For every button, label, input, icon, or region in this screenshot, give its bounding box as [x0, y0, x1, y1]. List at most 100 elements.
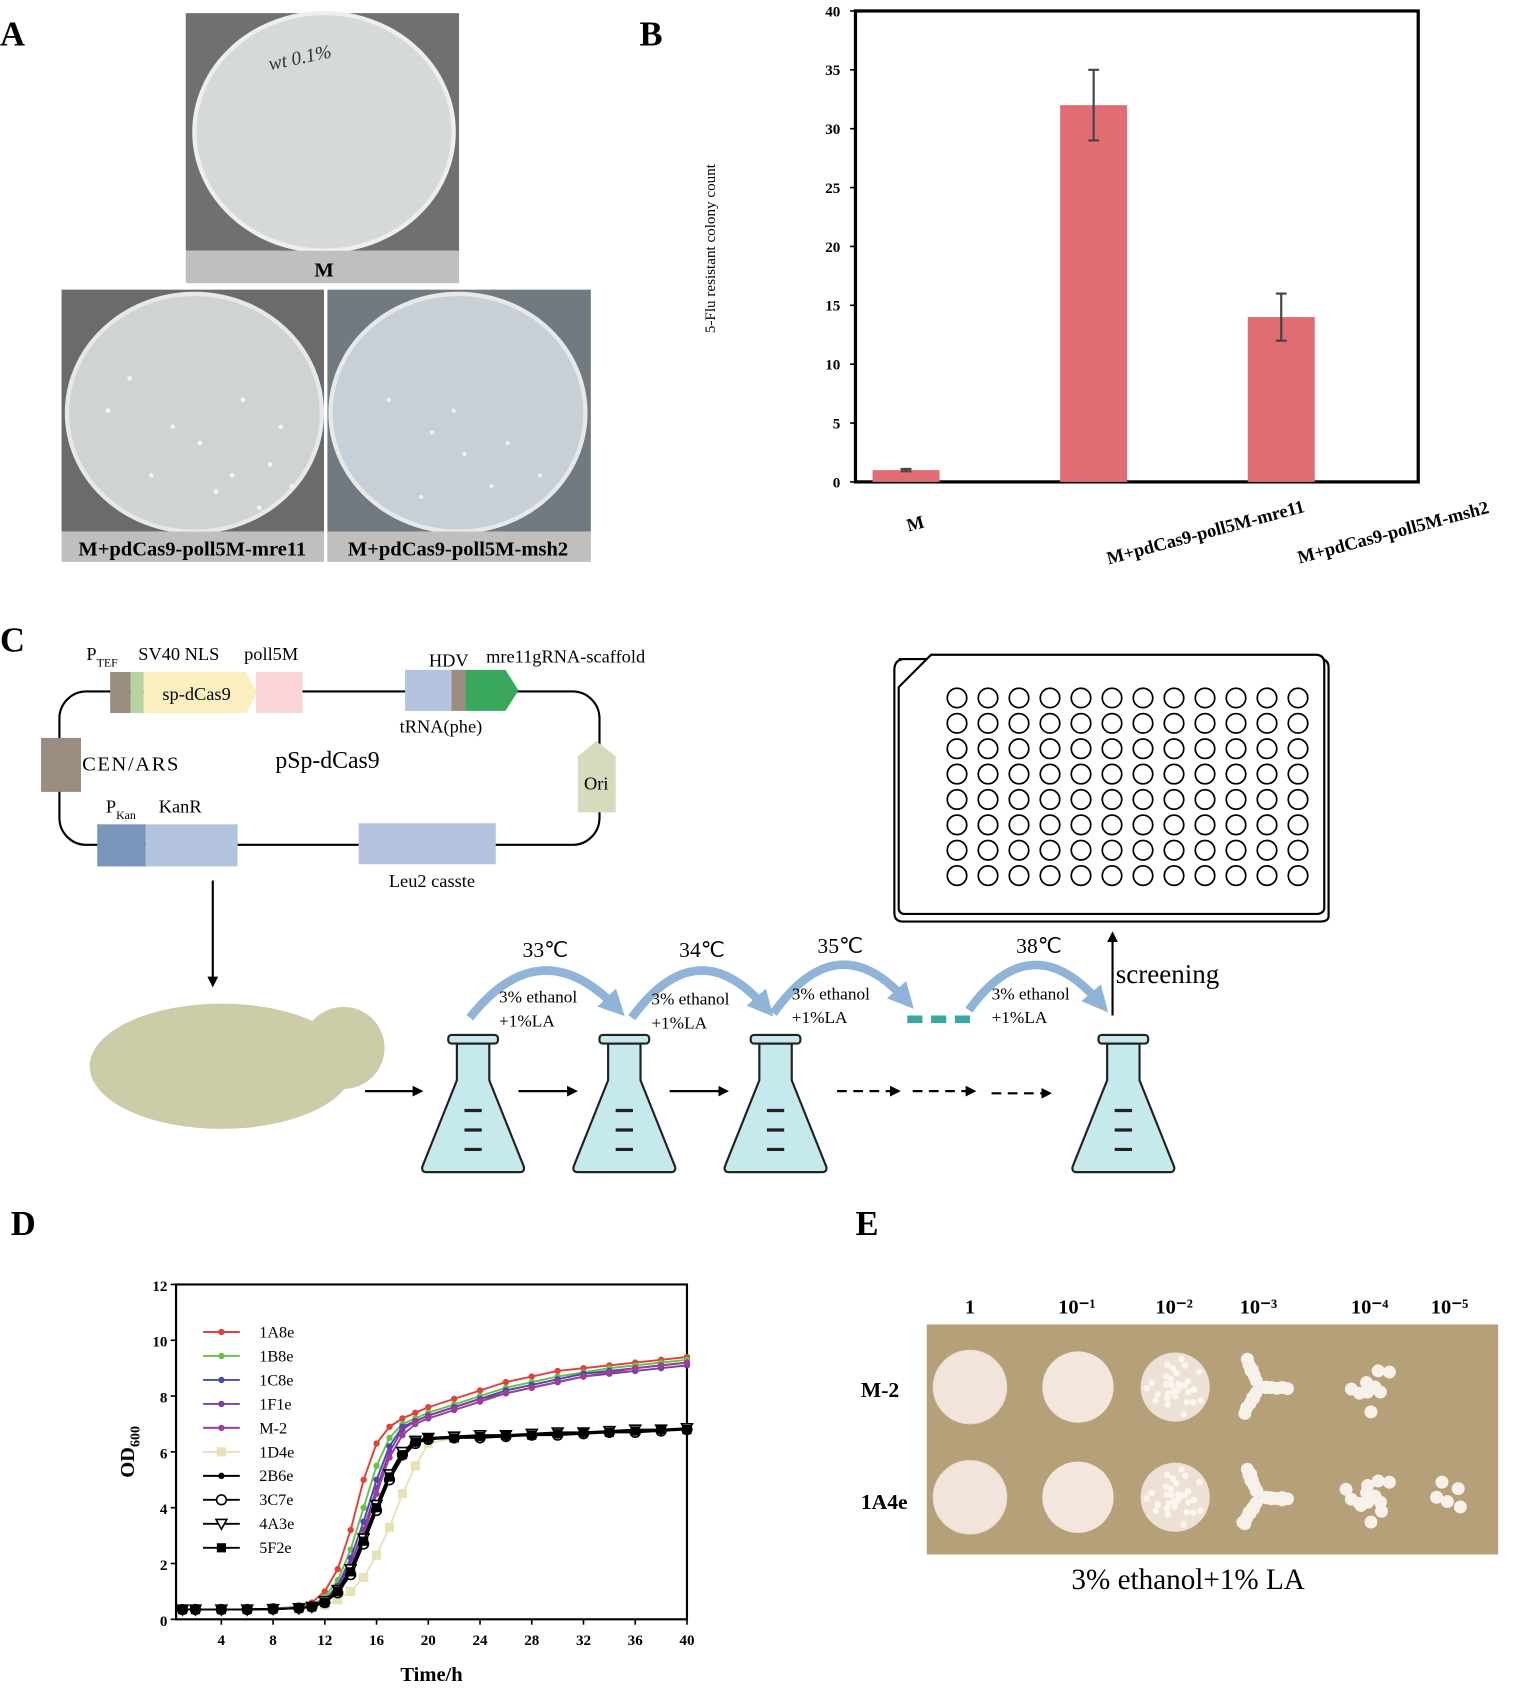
well: [946, 738, 968, 760]
label: PKan: [106, 796, 136, 821]
label: pSp-dCas9: [275, 748, 379, 774]
marker: [682, 1424, 692, 1435]
label: CEN/ARS: [82, 753, 180, 775]
well: [1225, 712, 1247, 734]
well: [1256, 788, 1278, 811]
colony: [1154, 1501, 1161, 1508]
colony: [1264, 1492, 1278, 1506]
colony: [1371, 1474, 1385, 1488]
marker: [384, 1472, 395, 1482]
colony: [127, 375, 132, 381]
well: [1039, 788, 1061, 811]
colony: [1143, 1384, 1150, 1392]
part: [577, 741, 616, 813]
marker: [475, 1431, 485, 1442]
colony: [1246, 1391, 1260, 1405]
well: [1163, 712, 1185, 734]
colony: [1168, 1381, 1175, 1389]
y-axis-title-main: OD: [117, 1447, 139, 1478]
well: [977, 788, 999, 811]
well: [1287, 763, 1309, 785]
colony: [1152, 1397, 1159, 1404]
colony: [1196, 1478, 1203, 1486]
colony: [213, 489, 219, 495]
legend-label: 4A3e: [259, 1515, 294, 1533]
well: [1070, 712, 1092, 734]
error-bar: [1088, 68, 1100, 142]
dilution-label: 1: [965, 1297, 975, 1319]
x-tick-label: 36: [628, 1633, 644, 1649]
colony: [1451, 1482, 1465, 1496]
well: [1070, 763, 1092, 785]
label: poll5M: [244, 644, 298, 664]
label: SV40 NLS: [138, 644, 219, 664]
caption: M: [314, 260, 333, 282]
x-tick-label: 12: [317, 1633, 332, 1649]
well: [1008, 738, 1030, 760]
x-tick-label: M: [904, 512, 926, 536]
well: [1008, 814, 1030, 836]
colony: [1163, 1491, 1170, 1498]
wells: [946, 687, 1309, 887]
colony: [1364, 1405, 1378, 1419]
marker: [373, 1440, 380, 1447]
colony: [1180, 1411, 1187, 1418]
marker: [371, 1503, 382, 1513]
well: [977, 814, 999, 836]
legend-label: M-2: [259, 1419, 287, 1437]
colony: [1152, 1507, 1159, 1515]
panel-label: A: [0, 16, 25, 54]
y-tick-label: 4: [160, 1502, 168, 1518]
flask-rim: [598, 1033, 651, 1045]
diagram: sp-dCas9 PTEF SV40 NLS poll5M HDV mre11g…: [41, 644, 1330, 1174]
colony: [1164, 1511, 1172, 1518]
legend-label: 1C8e: [259, 1371, 293, 1389]
flask: [1071, 1042, 1176, 1174]
dash: [954, 1015, 970, 1024]
temperature: 35℃: [817, 934, 863, 958]
colony: [1361, 1479, 1375, 1493]
colony: [1163, 1395, 1171, 1402]
label-main: P: [86, 644, 96, 664]
condition: +1%LA: [992, 1008, 1048, 1027]
well: [977, 839, 999, 861]
x-tick-label: 32: [576, 1633, 591, 1649]
label: PTEF: [86, 644, 118, 669]
marker: [386, 1454, 393, 1461]
colony: [462, 451, 467, 456]
well: [1287, 738, 1309, 760]
condition: 3% ethanol: [651, 990, 729, 1009]
condition: +1%LA: [792, 1008, 848, 1027]
well: [1132, 839, 1154, 861]
caption: M+pdCas9-poll5M-mre11: [78, 538, 306, 560]
label-sub: Kan: [116, 808, 136, 822]
colony: [1143, 1495, 1150, 1502]
x-tick-label: 4: [218, 1633, 226, 1649]
well: [1194, 687, 1216, 709]
colony: [1354, 1498, 1368, 1512]
marker: [412, 1409, 419, 1417]
well: [1008, 839, 1030, 861]
colony: [1184, 1488, 1192, 1495]
colony: [1382, 1475, 1396, 1489]
y-tick-label: 30: [825, 122, 840, 138]
colony: [170, 424, 176, 430]
colony: [489, 484, 494, 489]
spot: [932, 1349, 1008, 1425]
colony: [1183, 1398, 1190, 1406]
colony: [1453, 1500, 1467, 1514]
well: [1008, 865, 1030, 887]
caption: 3% ethanol+1% LA: [1071, 1564, 1304, 1596]
marker: [553, 1429, 563, 1439]
well: [1163, 788, 1185, 811]
colony: [1171, 1503, 1179, 1510]
well: [1256, 712, 1278, 734]
colony: [505, 440, 510, 446]
colony: [1382, 1365, 1396, 1379]
well: [1070, 839, 1092, 861]
marker: [397, 1489, 408, 1499]
well: [1101, 738, 1123, 760]
part: [358, 823, 496, 865]
marker: [632, 1364, 639, 1372]
dash: [907, 1015, 923, 1024]
